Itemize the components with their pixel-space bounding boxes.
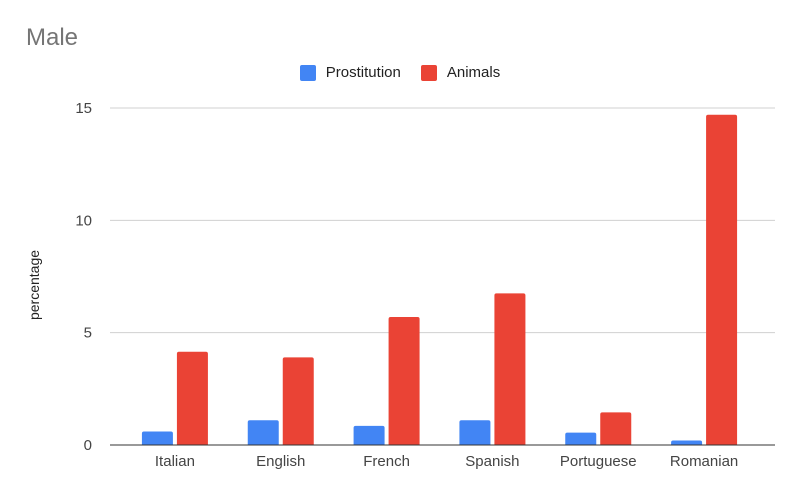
y-tick-label-0: 0 xyxy=(84,437,92,454)
bar-animals-french[interactable] xyxy=(388,316,420,445)
bar-animals-italian[interactable] xyxy=(176,351,208,445)
x-tick-label-spanish: Spanish xyxy=(465,453,519,470)
y-tick-label-10: 10 xyxy=(75,212,92,229)
bar-prostitution-romanian[interactable] xyxy=(671,440,703,445)
x-tick-label-romanian: Romanian xyxy=(670,453,738,470)
bar-animals-portuguese[interactable] xyxy=(600,412,632,445)
y-tick-label-15: 15 xyxy=(75,100,92,117)
x-tick-label-french: French xyxy=(363,453,410,470)
legend-swatch-prostitution xyxy=(299,64,316,81)
legend-label-animals: Animals xyxy=(446,64,501,81)
bar-prostitution-english[interactable] xyxy=(247,420,279,445)
bar-animals-spanish[interactable] xyxy=(494,293,526,445)
legend-entry-prostitution[interactable]: Prostitution xyxy=(299,64,401,81)
bar-prostitution-spanish[interactable] xyxy=(459,420,491,445)
x-tick-label-portuguese: Portuguese xyxy=(560,453,637,470)
bar-animals-romanian[interactable] xyxy=(706,114,738,446)
legend-label-prostitution: Prostitution xyxy=(325,64,401,81)
x-tick-label-italian: Italian xyxy=(155,453,195,470)
legend-swatch-animals xyxy=(420,64,437,81)
chart-title: Male xyxy=(26,24,79,51)
bar-prostitution-french[interactable] xyxy=(353,425,385,445)
bar-prostitution-portuguese[interactable] xyxy=(565,432,597,445)
y-tick-label-5: 5 xyxy=(84,325,92,342)
bar-prostitution-italian[interactable] xyxy=(141,431,173,445)
bar-animals-english[interactable] xyxy=(282,357,314,445)
legend-entry-animals[interactable]: Animals xyxy=(420,64,501,81)
legend: Prostitution Animals xyxy=(0,64,800,81)
x-tick-label-english: English xyxy=(256,453,305,470)
